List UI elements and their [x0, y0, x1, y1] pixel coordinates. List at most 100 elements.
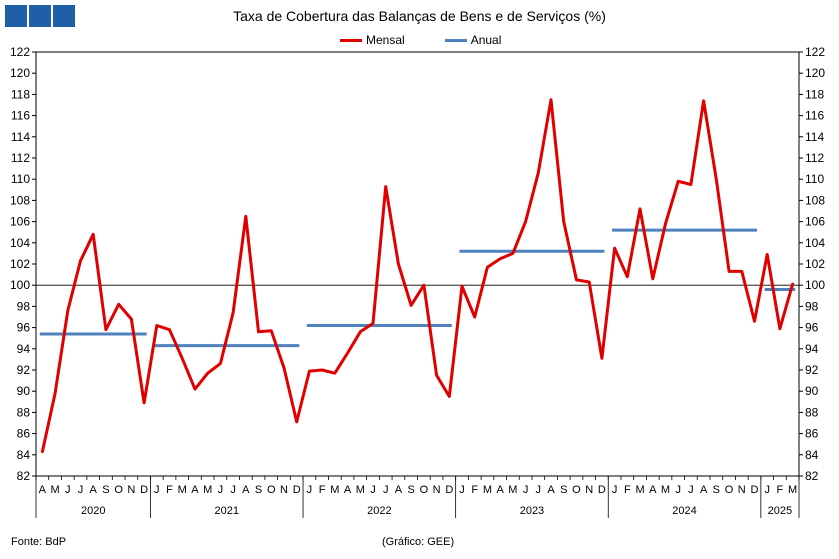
- month-label: A: [547, 484, 555, 496]
- y-tick-label-left: 116: [11, 109, 30, 123]
- y-tick-label-left: 108: [10, 193, 30, 207]
- legend-label-monthly: Mensal: [366, 33, 405, 47]
- legend: Mensal Anual: [340, 33, 501, 47]
- month-label: J: [523, 484, 529, 496]
- month-label: J: [383, 484, 389, 496]
- month-label: A: [395, 484, 403, 496]
- month-label: M: [356, 484, 365, 496]
- month-label: J: [688, 484, 694, 496]
- month-label: M: [50, 484, 59, 496]
- y-tick-label-left: 122: [10, 45, 30, 59]
- month-label: A: [496, 484, 504, 496]
- month-label: N: [738, 484, 746, 496]
- y-tick-label-right: 104: [805, 236, 825, 250]
- y-tick-label-left: 98: [17, 299, 31, 313]
- month-label: J: [154, 484, 160, 496]
- month-label: A: [242, 484, 250, 496]
- source-note: Fonte: BdP: [11, 536, 67, 548]
- logo-block: [29, 5, 51, 27]
- month-label: J: [536, 484, 542, 496]
- month-label: M: [483, 484, 492, 496]
- chart-title: Taxa de Cobertura das Balanças de Bens e…: [233, 8, 606, 24]
- month-label: S: [255, 484, 262, 496]
- month-label: M: [203, 484, 212, 496]
- plot-frame: [35, 51, 800, 477]
- month-label: J: [459, 484, 465, 496]
- month-label: O: [267, 484, 276, 496]
- month-label: J: [612, 484, 618, 496]
- month-label: D: [751, 484, 759, 496]
- y-tick-label-right: 92: [805, 363, 819, 377]
- month-label: F: [471, 484, 478, 496]
- y-tick-label-left: 120: [10, 66, 30, 80]
- month-label: M: [178, 484, 187, 496]
- month-label: F: [777, 484, 784, 496]
- y-tick-label-left: 90: [17, 384, 31, 398]
- y-tick-label-right: 120: [805, 66, 825, 80]
- credit-note: (Gráfico: GEE): [382, 536, 455, 548]
- y-tick-label-left: 112: [11, 151, 30, 165]
- month-label: O: [420, 484, 429, 496]
- legend-item-annual: Anual: [444, 33, 501, 47]
- month-label: S: [713, 484, 720, 496]
- y-tick-label-right: 90: [805, 384, 819, 398]
- year-label: 2020: [81, 505, 105, 517]
- y-tick-label-right: 112: [805, 151, 824, 165]
- month-label: M: [788, 484, 797, 496]
- month-label: A: [700, 484, 708, 496]
- year-label: 2021: [215, 505, 239, 517]
- month-label: M: [330, 484, 339, 496]
- month-label: F: [624, 484, 631, 496]
- logo-block: [5, 5, 27, 27]
- y-tick-label-right: 116: [805, 109, 824, 123]
- month-label: S: [102, 484, 109, 496]
- y-tick-label-left: 110: [11, 172, 30, 186]
- y-tick-label-left: 88: [17, 405, 31, 419]
- month-label: O: [572, 484, 581, 496]
- month-label: A: [90, 484, 98, 496]
- y-tick-label-right: 86: [805, 427, 819, 441]
- legend-item-monthly: Mensal: [340, 33, 405, 47]
- y-tick-label-right: 102: [805, 257, 825, 271]
- y-tick-label-right: 94: [805, 342, 819, 356]
- y-tick-label-left: 100: [10, 278, 30, 292]
- y-tick-label-left: 86: [17, 427, 31, 441]
- y-tick-label-right: 106: [805, 215, 825, 229]
- month-label: O: [725, 484, 734, 496]
- month-label: M: [661, 484, 670, 496]
- month-label: M: [635, 484, 644, 496]
- year-label: 2025: [768, 505, 792, 517]
- month-label: S: [407, 484, 414, 496]
- year-label: 2022: [367, 505, 391, 517]
- y-tick-label-right: 110: [805, 172, 824, 186]
- logo-block: [53, 5, 75, 27]
- month-label: J: [218, 484, 224, 496]
- month-label: M: [508, 484, 517, 496]
- month-label: J: [65, 484, 71, 496]
- month-label: A: [344, 484, 352, 496]
- month-label: D: [445, 484, 453, 496]
- month-label: J: [370, 484, 376, 496]
- month-label: N: [585, 484, 593, 496]
- month-label: N: [127, 484, 135, 496]
- y-tick-label-left: 96: [17, 321, 31, 335]
- month-label: D: [140, 484, 148, 496]
- month-label: J: [307, 484, 313, 496]
- y-tick-label-left: 94: [17, 342, 31, 356]
- y-tick-label-right: 98: [805, 299, 819, 313]
- legend-swatch-annual: [444, 38, 467, 42]
- month-label: A: [191, 484, 199, 496]
- y-tick-label-left: 102: [10, 257, 30, 271]
- y-tick-label-right: 88: [805, 405, 819, 419]
- y-tick-label-left: 84: [17, 448, 31, 462]
- y-tick-label-left: 118: [11, 87, 30, 101]
- month-label: A: [39, 484, 47, 496]
- month-label: N: [280, 484, 288, 496]
- y-tick-label-right: 96: [805, 321, 819, 335]
- month-label: J: [230, 484, 236, 496]
- y-tick-label-left: 106: [10, 215, 30, 229]
- year-label: 2024: [672, 505, 696, 517]
- month-label: D: [598, 484, 606, 496]
- month-label: J: [764, 484, 770, 496]
